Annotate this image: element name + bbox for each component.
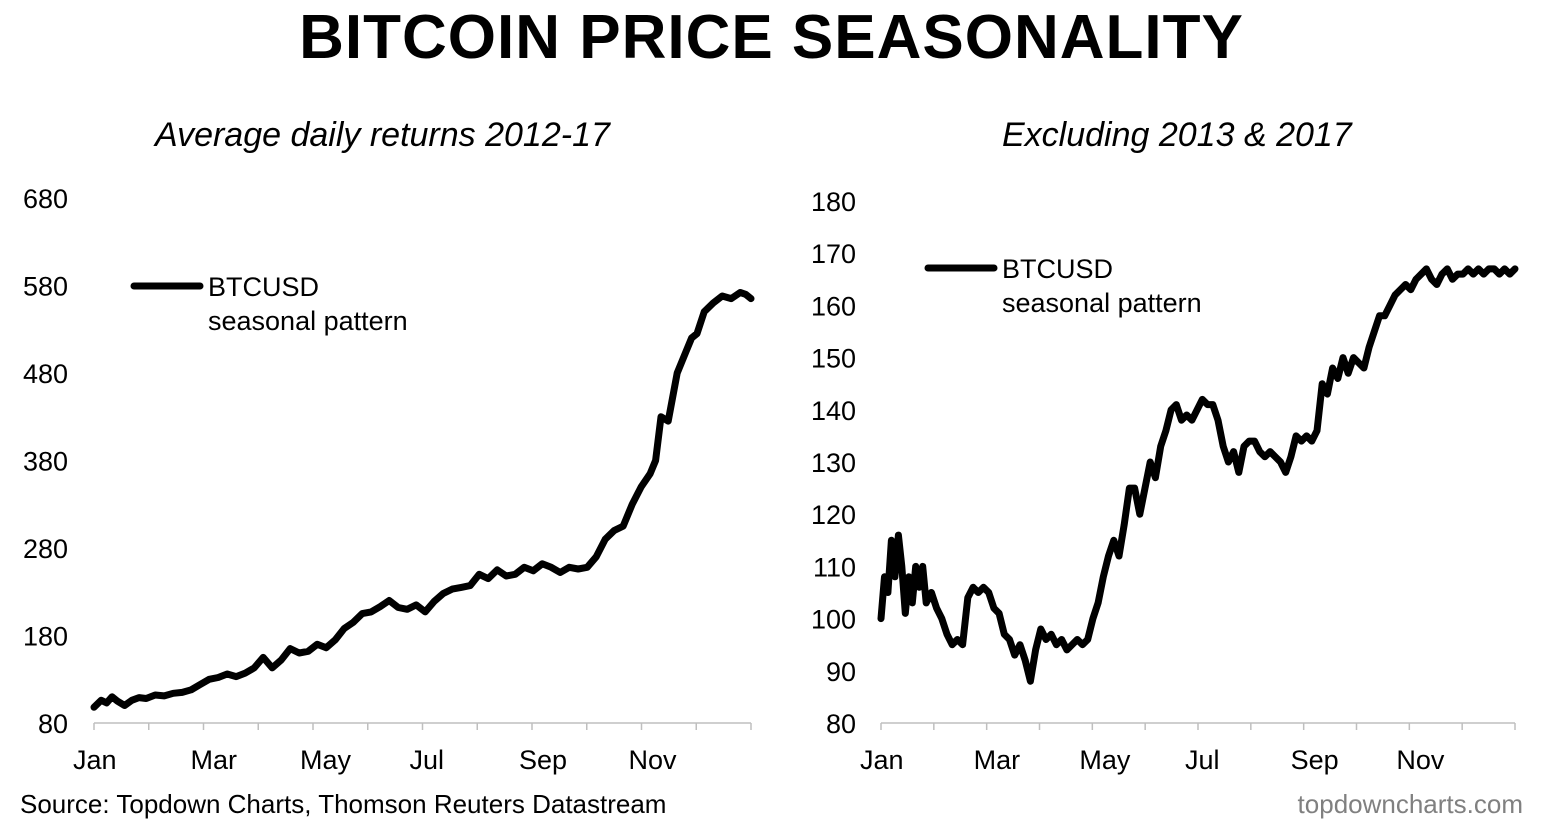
right-y-tick-label: 130	[811, 448, 856, 478]
right-x-tick-label: Mar	[974, 745, 1021, 775]
right-legend-label-2: seasonal pattern	[1002, 288, 1202, 318]
left-series-line	[90, 289, 755, 711]
page-title: BITCOIN PRICE SEASONALITY	[299, 3, 1244, 72]
left-x-tick-label: May	[300, 745, 352, 775]
left-legend-label: BTCUSD	[208, 272, 319, 302]
left-x-tick-label: Nov	[629, 745, 678, 775]
right-y-tick-label: 120	[811, 500, 856, 530]
right-y-tick-label: 140	[811, 396, 856, 426]
left-x-tick-label: Sep	[519, 745, 567, 775]
right-chart-subtitle: Excluding 2013 & 2017	[1002, 116, 1352, 154]
left-legend-label-2: seasonal pattern	[208, 306, 408, 336]
left-y-tick-label: 580	[23, 272, 68, 302]
right-x-tick-label: Jul	[1185, 745, 1220, 775]
left-x-tick-label: Jan	[73, 745, 117, 775]
left-y-tick-label: 180	[23, 622, 68, 652]
left-x-tick-label: Mar	[191, 745, 238, 775]
left-y-tick-label: 380	[23, 447, 68, 477]
left-chart-subtitle: Average daily returns 2012-17	[155, 116, 610, 154]
left-y-tick-label: 480	[23, 359, 68, 389]
left-x-tick-label: Jul	[410, 745, 445, 775]
source-note: Source: Topdown Charts, Thomson Reuters …	[20, 789, 667, 819]
right-y-tick-label: 170	[811, 239, 856, 269]
right-x-tick-label: Nov	[1396, 745, 1445, 775]
left-y-tick-label: 280	[23, 534, 68, 564]
left-line-chart: Jan Mar May Jul Sep Nov 80 180 280 380 480 580 680 BT…	[23, 184, 755, 775]
left-y-tick-label: 80	[38, 709, 68, 739]
right-legend-label: BTCUSD	[1002, 254, 1113, 284]
right-y-tick-label: 100	[811, 605, 856, 635]
right-y-tick-label: 110	[813, 552, 856, 582]
left-y-tick-label: 680	[23, 184, 68, 214]
right-y-tick-label: 90	[826, 657, 856, 687]
right-y-tick-label: 180	[811, 187, 856, 217]
right-x-tick-label: Jan	[860, 745, 904, 775]
brand-watermark: topdowncharts.com	[1297, 789, 1523, 819]
right-x-tick-label: Sep	[1291, 745, 1339, 775]
right-y-tick-label: 150	[811, 344, 856, 374]
right-y-tick-label: 80	[826, 709, 856, 739]
right-x-tick-label: May	[1079, 745, 1131, 775]
right-series-line	[877, 265, 1519, 685]
right-y-tick-label: 160	[811, 291, 856, 321]
